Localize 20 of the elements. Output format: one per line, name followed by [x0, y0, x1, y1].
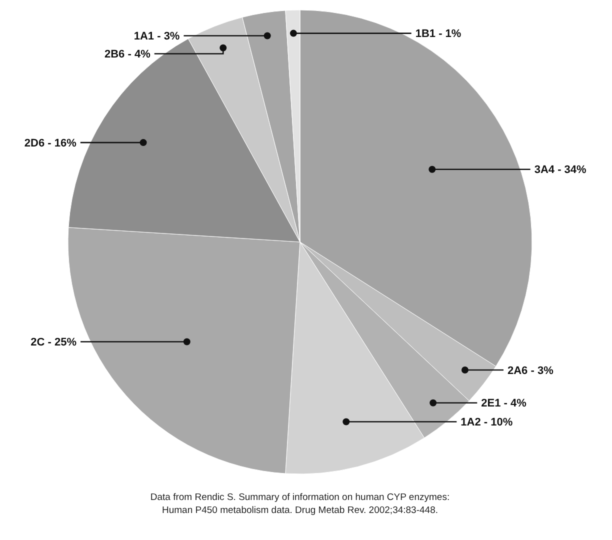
- slice-label: 3A4 -: [534, 164, 562, 176]
- data-label: 3%: [164, 30, 180, 43]
- data-label: 3%: [537, 364, 554, 377]
- text: Human P450 metabolism data. Drug Metab Rev. 2002;34:83-448.: [162, 505, 438, 516]
- slice-label: 1A1 -: [134, 30, 162, 43]
- data-label: 4%: [510, 398, 527, 410]
- slice-label: 2D6 -: [24, 137, 52, 150]
- slice-label: 2E1 -: [481, 398, 508, 410]
- data-label: 1%: [445, 28, 462, 40]
- slice-label: 2C -: [30, 336, 52, 349]
- text: Data from Rendic S. Summary of information on human CYP enzymes:: [150, 492, 450, 503]
- slice-label: 2A6 -: [508, 364, 535, 377]
- data-label: 25%: [54, 336, 77, 349]
- data-label: 4%: [134, 48, 151, 61]
- slice-label: 1A2 -: [460, 416, 488, 429]
- slice-label: 2B6 -: [104, 48, 132, 61]
- data-label: 16%: [54, 137, 77, 150]
- data-label: 34%: [564, 164, 587, 176]
- data-label: 10%: [490, 416, 513, 429]
- slice-label: 1B1 -: [415, 28, 443, 40]
